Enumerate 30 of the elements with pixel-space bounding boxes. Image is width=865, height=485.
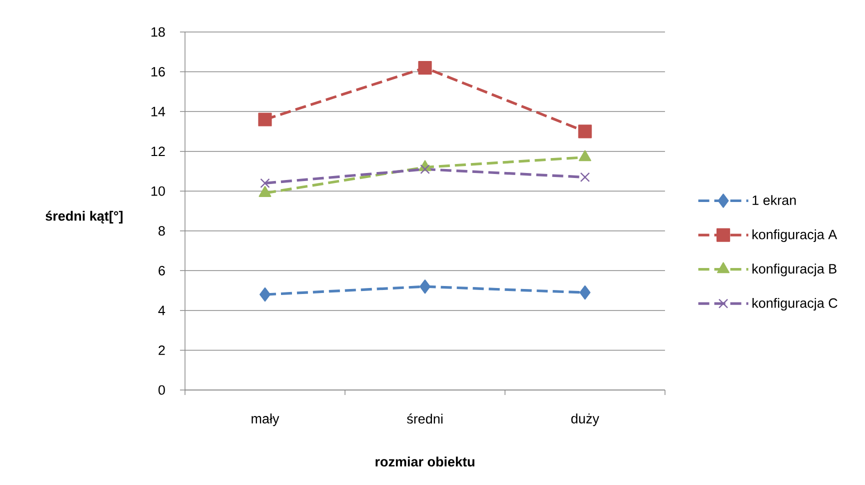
- point: [580, 285, 590, 300]
- y-tick-label: 16: [151, 67, 165, 77]
- legend-label: 1 ekran: [752, 195, 796, 206]
- y-tick-label: 18: [151, 27, 165, 37]
- point: [258, 112, 272, 126]
- y-tick-label: 14: [151, 106, 166, 116]
- y-tick-label: 12: [151, 146, 165, 156]
- x-tick-label: mały: [252, 414, 280, 426]
- point: [578, 150, 592, 162]
- point: [258, 186, 272, 197]
- point: [260, 287, 270, 302]
- x-tick-label: średni: [406, 414, 442, 424]
- x-tick-label: duży: [571, 414, 600, 426]
- point: [260, 178, 270, 188]
- point: [580, 172, 590, 182]
- point: [420, 164, 430, 174]
- y-axis-title: średni kąt[°]: [46, 210, 122, 224]
- legend-label: konfiguracja C: [752, 298, 838, 311]
- point: [578, 124, 592, 138]
- legend-label: konfiguracja A: [752, 229, 838, 242]
- y-tick-label: 2: [158, 346, 165, 355]
- y-tick-label: 6: [158, 266, 165, 276]
- point: [420, 279, 430, 294]
- legend-label: konfiguracja B: [752, 264, 836, 276]
- point: [418, 61, 432, 75]
- y-tick-label: 8: [158, 226, 165, 236]
- y-tick-label: 0: [158, 385, 165, 395]
- x-axis-title: rozmiar obiektu: [376, 456, 474, 467]
- y-tick-label: 10: [151, 186, 165, 196]
- y-tick-label: 4: [158, 306, 166, 316]
